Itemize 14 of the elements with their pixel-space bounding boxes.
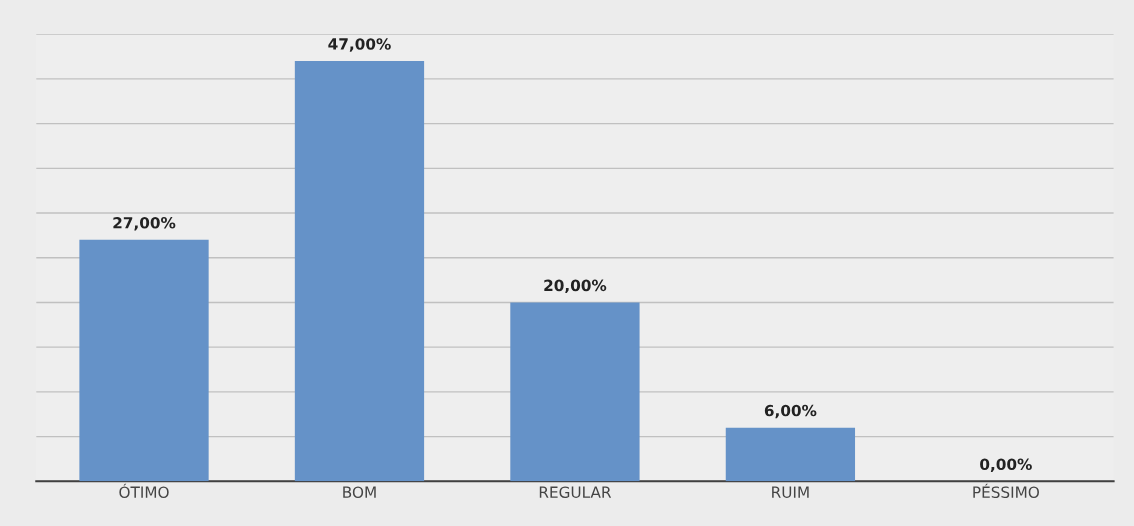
bar xyxy=(725,427,856,482)
x-tick-label: REGULAR xyxy=(539,486,612,498)
bar xyxy=(510,302,640,482)
bar xyxy=(79,239,209,482)
x-tick-label: RUIM xyxy=(772,486,809,498)
data-label: 20,00% xyxy=(544,279,607,294)
x-tick-label: PÉSSIMO xyxy=(973,483,1039,498)
x-tick-label: ÓTIMO xyxy=(119,483,169,498)
data-label: 47,00% xyxy=(328,38,391,52)
data-label: 6,00% xyxy=(764,404,817,419)
data-label: 27,00% xyxy=(113,217,176,231)
data-label: 0,00% xyxy=(980,458,1032,472)
bar xyxy=(294,61,425,482)
x-tick-label: BOM xyxy=(343,486,376,498)
